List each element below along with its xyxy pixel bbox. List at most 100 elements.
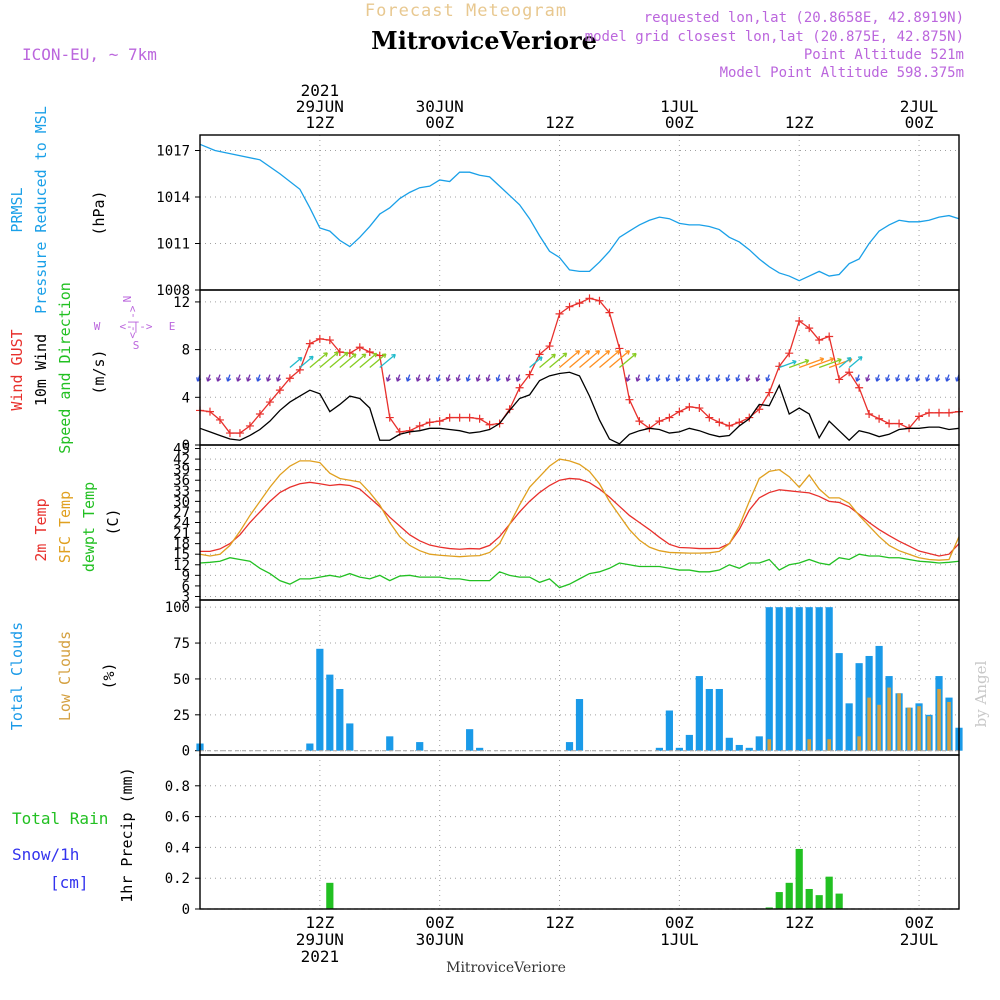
wind-direction-arrow	[798, 357, 824, 369]
wind-arrow-head	[465, 377, 471, 382]
total-clouds-bar	[466, 729, 474, 751]
precip-axis-label: 1hr Precip (mm)	[118, 767, 136, 902]
wind-gust-point	[885, 419, 894, 428]
wind-direction-arrow	[848, 356, 863, 368]
wind-arrow-head	[381, 353, 387, 359]
wind-arrow-head	[276, 377, 282, 382]
wind-arrow-head	[945, 377, 951, 382]
total-clouds-bar	[476, 747, 484, 751]
wind-arrow-head	[206, 377, 212, 382]
temp-sfc-label: SFC Temp	[56, 491, 74, 563]
precip-ytick-label: 0	[182, 902, 190, 918]
point-altitude: Point Altitude 521m	[804, 47, 964, 63]
pressure-ytick-label: 1014	[156, 190, 190, 206]
top-axis-label: 2021	[301, 81, 340, 100]
wind-gust-point	[585, 294, 594, 303]
wind-gust-point	[795, 317, 804, 325]
wind-arrow-head	[246, 377, 252, 382]
wind-gust-point	[935, 408, 944, 417]
total-clouds-bar	[665, 710, 673, 751]
wind-gust-point	[895, 419, 904, 428]
total-clouds-bar	[755, 736, 763, 751]
wind-arrow-head	[405, 377, 411, 382]
wind-gust-point	[265, 398, 274, 407]
total-clouds-bar	[326, 674, 334, 751]
temperature-grid	[200, 445, 959, 600]
sfc-temp-line	[199, 458, 960, 561]
precip-y-ticks: 0 0.2 0.4 0.6 0.8	[165, 779, 200, 918]
bottom-axis-label: 00Z	[665, 913, 694, 932]
precip-ytick-label: 0.4	[165, 840, 190, 856]
wind-gust-point	[815, 336, 824, 345]
wind-gust-point	[705, 413, 714, 422]
wind-arrow-head	[855, 377, 861, 382]
wind-arrow-head	[895, 377, 901, 382]
wind-arrow-head	[495, 377, 501, 382]
top-axis-label: 12Z	[305, 113, 334, 132]
wind-direction-arrow	[609, 350, 630, 368]
wind-arrow-head	[455, 377, 461, 382]
precip-ytick-label: 0.8	[165, 779, 190, 795]
wind-direction-arrow	[619, 353, 637, 368]
wind-arrow-head	[885, 377, 891, 382]
wind-arrow-head	[537, 356, 543, 362]
total-clouds-bar	[775, 607, 783, 751]
wind-gust-point	[315, 334, 324, 343]
temp-unit-label: (C)	[104, 508, 122, 535]
wind-gust-point	[915, 412, 924, 421]
wind-gust-point	[685, 402, 694, 411]
wind-direction-arrow	[379, 353, 396, 368]
low-clouds-bar	[807, 739, 811, 751]
wind-gust-point	[845, 368, 854, 377]
wind-arrow-head	[226, 377, 232, 382]
wind-arrow-head	[665, 377, 671, 382]
wind-arrow-head	[935, 377, 941, 382]
wind-gust-point	[355, 343, 364, 352]
total-rain-bar	[765, 907, 773, 909]
precip-panel: 0 0.2 0.4 0.6 0.8	[165, 754, 960, 918]
wind-compass: N S W E <-|-> <-|->	[94, 296, 176, 352]
2m-temp-line	[200, 477, 960, 557]
wind-y-ticks: 0 4 8 12	[173, 295, 200, 454]
wind-panel: 0 4 8 12	[173, 289, 963, 454]
temperature-ytick-label: 21	[173, 526, 190, 542]
wind-arrow-head	[505, 377, 511, 382]
wind-arrow-head	[425, 377, 431, 382]
station-title: MitroviceVeriore	[371, 26, 597, 55]
clouds-ytick-label: 25	[173, 708, 190, 724]
wind-arrow-head	[351, 353, 357, 359]
wind-arrow-head	[695, 377, 701, 382]
wind-gust-point	[275, 386, 284, 395]
compass-east: E	[169, 320, 176, 333]
clouds-plot	[196, 607, 963, 752]
wind-gust-point	[285, 374, 294, 383]
total-rain-bar	[825, 876, 833, 909]
temperature-ytick-label: 27	[173, 505, 190, 521]
wind-gust-point	[255, 410, 264, 418]
bottom-axis-label: 00Z	[425, 913, 454, 932]
dewpt-temp-line	[199, 553, 960, 589]
wind-arrow-head	[266, 377, 272, 382]
wind-direction-arrow	[529, 356, 543, 368]
wind-gust-point	[515, 383, 524, 392]
wind-arrow-head	[792, 359, 797, 365]
wind-gust-point	[675, 407, 684, 416]
total-clouds-bar	[386, 736, 394, 751]
low-clouds-bar	[887, 687, 891, 751]
wind-direction-arrow	[349, 353, 367, 368]
temperature-ytick-label: 9	[182, 568, 190, 584]
total-clouds-bar	[815, 607, 823, 751]
wind-arrow-head	[625, 377, 631, 382]
wind-gust-point	[655, 417, 664, 426]
low-clouds-bar	[937, 688, 941, 751]
wind-direction-arrow	[838, 357, 852, 368]
top-title: Forecast Meteogram	[365, 1, 567, 21]
wind-gust-point	[825, 332, 834, 341]
wind-arrow-head	[635, 377, 641, 382]
wind-direction-arrow	[779, 360, 797, 369]
top-axis-label: 2JUL	[900, 97, 939, 116]
wind-arrow-head	[485, 377, 491, 382]
wind-arrow-head	[829, 357, 835, 363]
wind-gust-point	[555, 309, 564, 318]
